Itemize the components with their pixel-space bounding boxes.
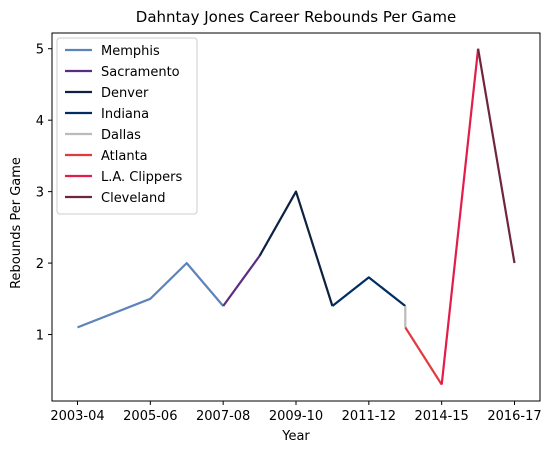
series-line-3	[331, 276, 406, 307]
y-tick-label: 3	[36, 186, 44, 201]
x-tick-label: 2011-12	[342, 409, 396, 424]
x-tick-label: 2005-06	[123, 409, 177, 424]
y-tick-label: 1	[36, 329, 44, 344]
y-axis-title: Rebounds Per Game	[9, 157, 24, 289]
chart-title: Dahntay Jones Career Rebounds Per Game	[136, 8, 456, 26]
legend-label: Cleveland	[101, 191, 165, 206]
y-tick-label: 2	[36, 257, 44, 272]
series-line-5	[404, 326, 443, 386]
y-tick-label: 5	[36, 43, 44, 58]
legend-label: Denver	[101, 86, 149, 101]
x-tick-label: 2003-04	[50, 409, 104, 424]
plot-area	[77, 48, 516, 386]
legend-box	[56, 37, 198, 215]
legend-label: L.A. Clippers	[101, 170, 182, 185]
x-tick-label: 2009-10	[269, 409, 323, 424]
series-line-7	[477, 48, 516, 264]
legend-label: Indiana	[101, 107, 149, 122]
series-line-1	[222, 255, 261, 307]
series-line-2	[258, 190, 334, 307]
legend: Memphis Sacramento Denver Indiana Dallas Atla…	[56, 37, 198, 215]
legend-label: Dallas	[101, 128, 141, 143]
legend-label: Sacramento	[101, 65, 180, 80]
x-tick-label: 2007-08	[196, 409, 250, 424]
y-tick-label: 4	[36, 114, 44, 129]
legend-label: Memphis	[101, 44, 160, 59]
x-tick-label: 2014-15	[415, 409, 469, 424]
legend-label: Atlanta	[101, 149, 148, 164]
series-line-6	[440, 48, 480, 385]
axes: 2003-04 2005-06 2007-08 2009-10 2011-12 2014-…	[36, 32, 542, 424]
series-line-0	[77, 262, 225, 329]
x-axis-title: Year	[281, 429, 310, 444]
x-tick-label: 2016-17	[487, 409, 541, 424]
